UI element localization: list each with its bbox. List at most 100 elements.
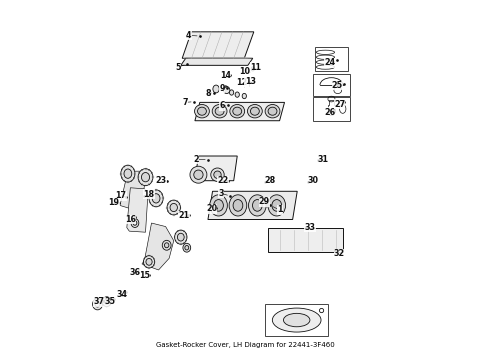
Ellipse shape xyxy=(233,107,242,115)
Text: 24: 24 xyxy=(325,58,336,67)
Ellipse shape xyxy=(242,93,246,99)
Ellipse shape xyxy=(211,168,224,181)
Ellipse shape xyxy=(149,190,163,207)
Ellipse shape xyxy=(272,308,321,332)
Text: 30: 30 xyxy=(307,176,318,185)
Ellipse shape xyxy=(133,221,137,225)
Text: 2: 2 xyxy=(194,155,199,164)
Polygon shape xyxy=(266,304,328,336)
Ellipse shape xyxy=(250,107,259,115)
Text: 21: 21 xyxy=(179,211,190,220)
Ellipse shape xyxy=(183,243,191,252)
Ellipse shape xyxy=(170,203,177,212)
Ellipse shape xyxy=(235,92,239,97)
Ellipse shape xyxy=(251,67,254,71)
Ellipse shape xyxy=(214,199,223,211)
Ellipse shape xyxy=(248,195,266,216)
Ellipse shape xyxy=(104,299,109,304)
Text: 36: 36 xyxy=(129,268,141,277)
Text: 4: 4 xyxy=(186,31,191,40)
Text: 32: 32 xyxy=(334,249,345,258)
Polygon shape xyxy=(313,74,350,96)
Ellipse shape xyxy=(215,107,224,115)
Ellipse shape xyxy=(230,104,245,118)
Ellipse shape xyxy=(121,165,135,182)
Text: 35: 35 xyxy=(105,297,116,306)
Text: 18: 18 xyxy=(144,190,155,199)
Ellipse shape xyxy=(229,90,234,95)
Ellipse shape xyxy=(213,85,219,93)
Polygon shape xyxy=(181,58,253,66)
Text: 9: 9 xyxy=(220,84,225,93)
Text: 13: 13 xyxy=(245,77,256,86)
Ellipse shape xyxy=(138,169,153,186)
Ellipse shape xyxy=(265,104,280,118)
Text: 12: 12 xyxy=(236,78,247,87)
Text: 22: 22 xyxy=(218,176,229,185)
Text: 10: 10 xyxy=(240,67,250,76)
Text: 37: 37 xyxy=(93,297,104,306)
Polygon shape xyxy=(195,102,285,121)
Ellipse shape xyxy=(268,195,286,216)
Ellipse shape xyxy=(223,86,230,94)
Ellipse shape xyxy=(162,240,171,250)
Text: 1: 1 xyxy=(277,206,282,215)
Text: 11: 11 xyxy=(250,63,261,72)
Text: 19: 19 xyxy=(108,198,119,207)
Ellipse shape xyxy=(246,69,249,73)
Polygon shape xyxy=(315,47,348,71)
Ellipse shape xyxy=(268,107,277,115)
Ellipse shape xyxy=(146,258,152,265)
Text: 14: 14 xyxy=(220,71,231,80)
Text: 31: 31 xyxy=(318,155,329,164)
Ellipse shape xyxy=(190,166,207,183)
Text: 20: 20 xyxy=(206,204,217,213)
Text: 27: 27 xyxy=(334,100,345,109)
Ellipse shape xyxy=(247,104,262,118)
Polygon shape xyxy=(142,223,174,270)
Ellipse shape xyxy=(197,107,206,115)
Ellipse shape xyxy=(283,313,310,327)
Polygon shape xyxy=(195,156,237,181)
Text: 8: 8 xyxy=(205,89,211,98)
Ellipse shape xyxy=(142,172,149,182)
Text: 29: 29 xyxy=(259,197,270,206)
Polygon shape xyxy=(127,188,148,232)
Text: 33: 33 xyxy=(305,223,316,232)
Ellipse shape xyxy=(165,243,169,248)
Ellipse shape xyxy=(212,104,227,118)
Ellipse shape xyxy=(177,233,184,241)
Text: 6: 6 xyxy=(220,102,225,111)
Ellipse shape xyxy=(214,171,221,179)
Ellipse shape xyxy=(144,256,155,268)
Polygon shape xyxy=(208,191,297,220)
Ellipse shape xyxy=(223,86,228,92)
Ellipse shape xyxy=(272,199,282,211)
Ellipse shape xyxy=(124,169,132,178)
Polygon shape xyxy=(313,97,350,121)
Polygon shape xyxy=(120,171,146,209)
Text: 17: 17 xyxy=(115,192,126,201)
Ellipse shape xyxy=(93,298,102,310)
Text: 5: 5 xyxy=(175,63,181,72)
Text: 25: 25 xyxy=(332,81,343,90)
Polygon shape xyxy=(268,228,343,252)
Text: 15: 15 xyxy=(139,271,150,280)
Text: 16: 16 xyxy=(125,215,136,224)
Text: 7: 7 xyxy=(182,98,188,107)
Ellipse shape xyxy=(233,199,243,211)
Ellipse shape xyxy=(252,199,262,211)
Ellipse shape xyxy=(319,309,324,312)
Ellipse shape xyxy=(229,195,247,216)
Ellipse shape xyxy=(102,297,111,307)
Ellipse shape xyxy=(210,195,227,216)
Ellipse shape xyxy=(195,104,209,118)
Text: 23: 23 xyxy=(155,176,167,185)
Text: 26: 26 xyxy=(325,108,336,117)
Text: 28: 28 xyxy=(265,176,276,185)
Ellipse shape xyxy=(131,219,139,228)
Text: Gasket-Rocker Cover, LH Diagram for 22441-3F460: Gasket-Rocker Cover, LH Diagram for 2244… xyxy=(156,342,334,348)
Ellipse shape xyxy=(167,200,180,215)
Ellipse shape xyxy=(95,301,100,307)
Text: 3: 3 xyxy=(218,189,224,198)
